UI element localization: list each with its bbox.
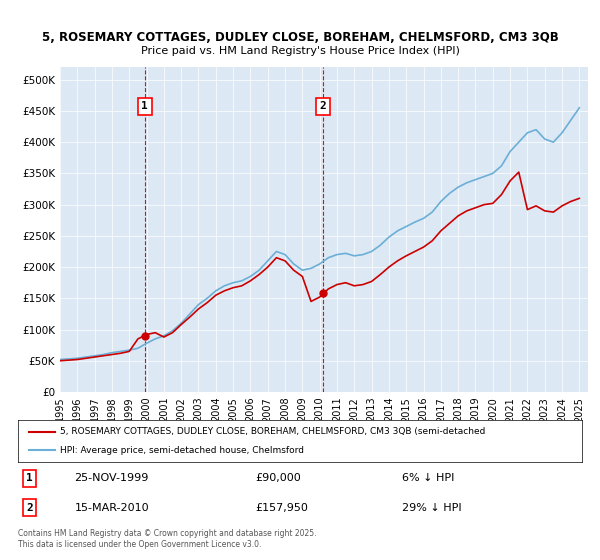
Text: Price paid vs. HM Land Registry's House Price Index (HPI): Price paid vs. HM Land Registry's House … <box>140 46 460 56</box>
Text: 1: 1 <box>26 473 32 483</box>
Text: 2: 2 <box>26 503 32 513</box>
Text: Contains HM Land Registry data © Crown copyright and database right 2025.
This d: Contains HM Land Registry data © Crown c… <box>18 529 317 549</box>
Text: HPI: Average price, semi-detached house, Chelmsford: HPI: Average price, semi-detached house,… <box>60 446 304 455</box>
Text: 5, ROSEMARY COTTAGES, DUDLEY CLOSE, BOREHAM, CHELMSFORD, CM3 3QB (semi-detached: 5, ROSEMARY COTTAGES, DUDLEY CLOSE, BORE… <box>60 427 485 436</box>
Text: 6% ↓ HPI: 6% ↓ HPI <box>401 473 454 483</box>
Text: 2: 2 <box>320 101 326 111</box>
Text: 15-MAR-2010: 15-MAR-2010 <box>74 503 149 513</box>
Text: £90,000: £90,000 <box>255 473 301 483</box>
Text: £157,950: £157,950 <box>255 503 308 513</box>
Text: 1: 1 <box>142 101 148 111</box>
Text: 5, ROSEMARY COTTAGES, DUDLEY CLOSE, BOREHAM, CHELMSFORD, CM3 3QB: 5, ROSEMARY COTTAGES, DUDLEY CLOSE, BORE… <box>41 31 559 44</box>
Text: 29% ↓ HPI: 29% ↓ HPI <box>401 503 461 513</box>
Text: 25-NOV-1999: 25-NOV-1999 <box>74 473 149 483</box>
